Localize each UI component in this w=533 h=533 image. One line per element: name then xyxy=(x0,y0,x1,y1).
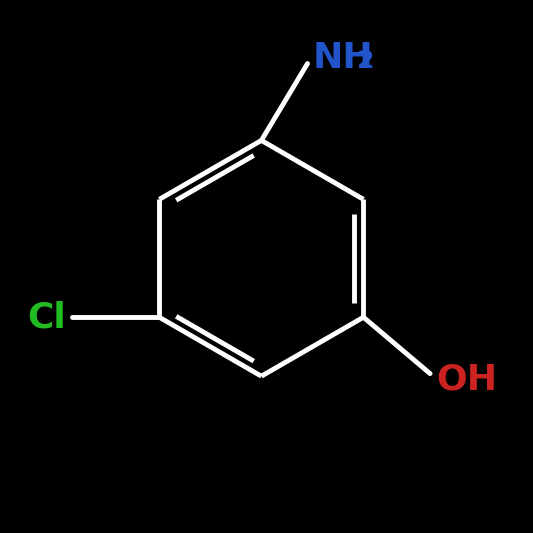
Text: Cl: Cl xyxy=(27,300,66,334)
Text: OH: OH xyxy=(436,363,497,397)
Text: NH: NH xyxy=(313,42,374,76)
Text: 2: 2 xyxy=(357,49,374,72)
